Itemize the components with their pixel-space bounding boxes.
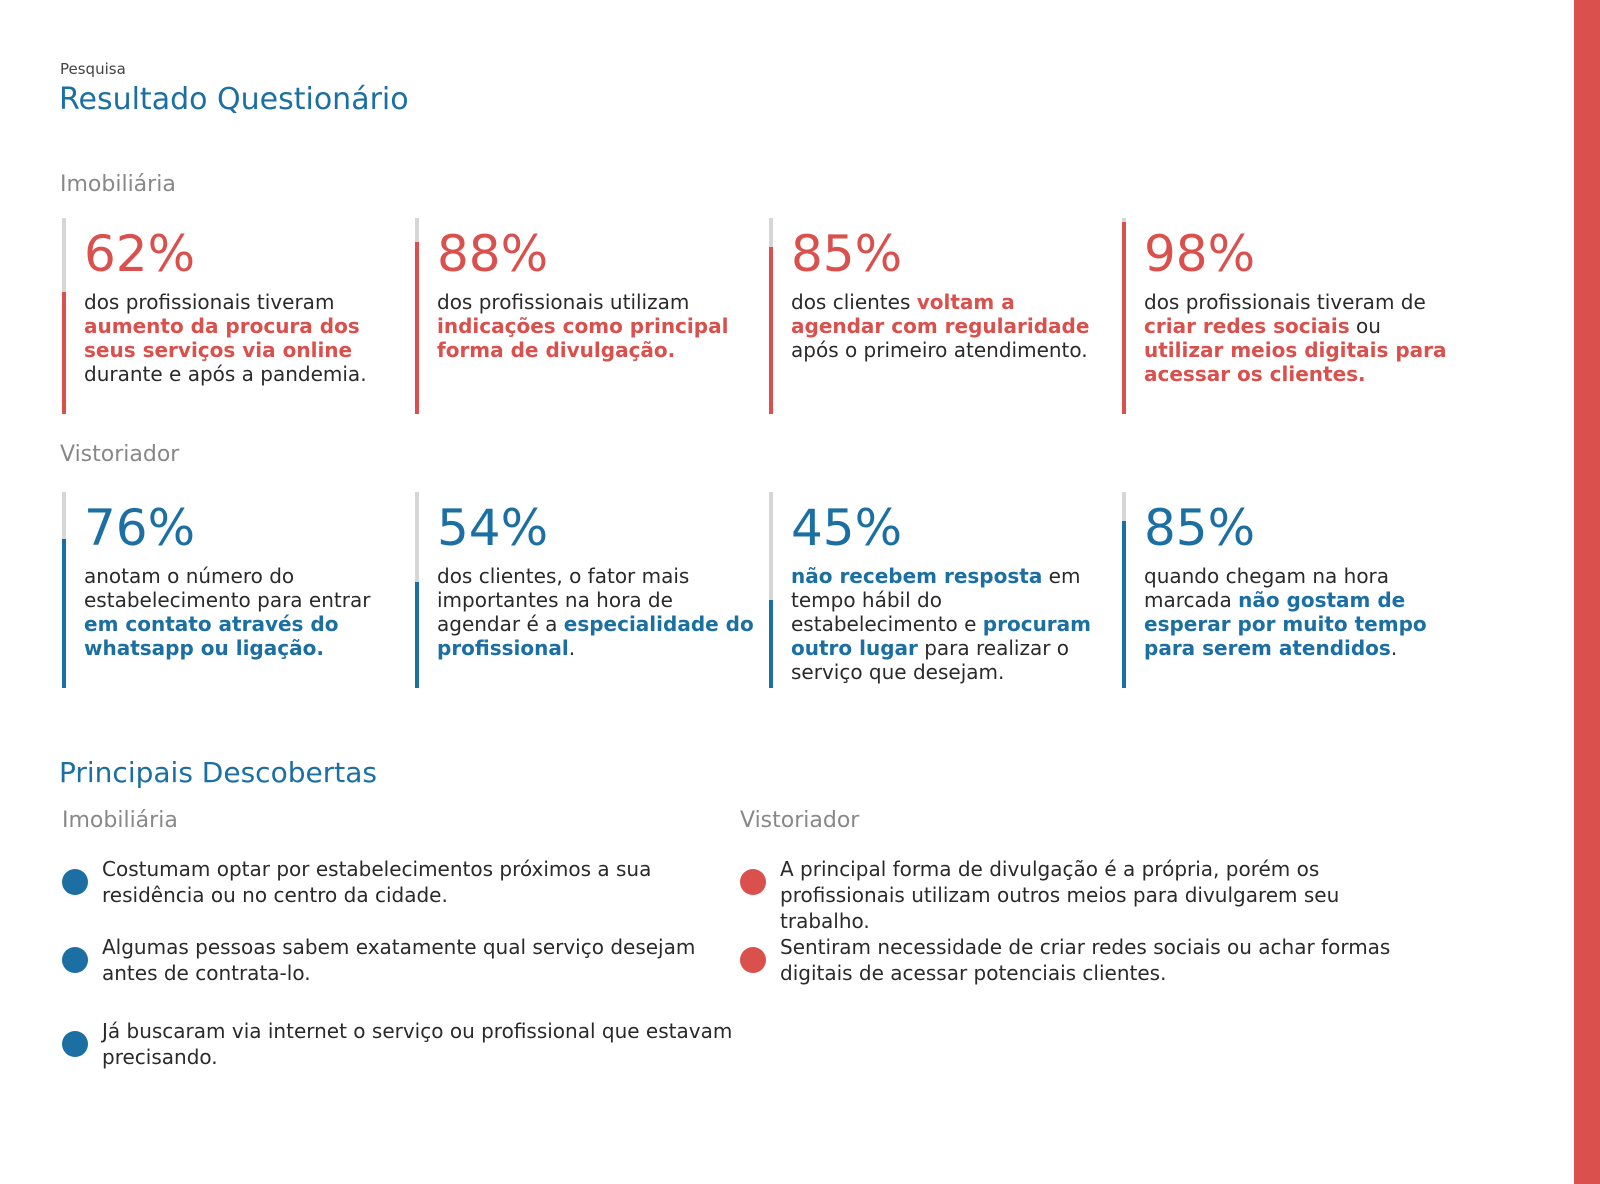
stat-value: 76% xyxy=(84,499,196,557)
highlight-text: não recebem resposta xyxy=(791,564,1043,588)
level-fill xyxy=(415,582,419,688)
discoveries-label-vistoriador: Vistoriador xyxy=(740,808,860,833)
stat-row-vistoriador: 76% anotam o número do estabelecimento p… xyxy=(62,492,1522,688)
stat-card: 98% dos profissionais tiveram de criar r… xyxy=(1122,218,1467,414)
highlight-text: em contato através do whatsapp ou ligaçã… xyxy=(84,612,339,660)
stat-value: 85% xyxy=(791,225,903,283)
discovery-text: Sentiram necessidade de criar redes soci… xyxy=(780,935,1391,985)
stat-description: dos clientes, o fator mais importantes n… xyxy=(437,564,757,660)
accent-side-strip xyxy=(1574,0,1600,1184)
page-title: Resultado Questionário xyxy=(59,82,409,117)
highlight-text: utilizar meios digitais para acessar os … xyxy=(1144,338,1447,386)
stat-description: dos profissionais tiveram aumento da pro… xyxy=(84,290,404,386)
level-fill xyxy=(415,242,419,414)
section-label-vistoriador: Vistoriador xyxy=(60,442,180,467)
page-eyebrow: Pesquisa xyxy=(60,60,126,78)
level-fill xyxy=(769,600,773,688)
stat-card: 54% dos clientes, o fator mais important… xyxy=(415,492,760,688)
stat-card: 45% não recebem resposta em tempo hábil … xyxy=(769,492,1114,688)
stat-description: não recebem resposta em tempo hábil do e… xyxy=(791,564,1111,684)
section-label-imobiliaria: Imobiliária xyxy=(60,172,176,197)
highlight-text: especialidade do profissional xyxy=(437,612,754,660)
highlight-text: não gostam de esperar por muito tempo pa… xyxy=(1144,588,1427,660)
stat-row-imobiliaria: 62% dos profissionais tiveram aumento da… xyxy=(62,218,1522,414)
level-fill xyxy=(769,247,773,414)
body-text: . xyxy=(1390,636,1398,660)
body-text: após o primeiro atendimento. xyxy=(791,338,1088,362)
stat-description: quando chegam na hora marcada não gostam… xyxy=(1144,564,1464,660)
stat-value: 54% xyxy=(437,499,549,557)
discovery-text: Algumas pessoas sabem exatamente qual se… xyxy=(102,935,696,985)
discovery-text: A principal forma de divulgação é a próp… xyxy=(780,857,1340,933)
bullet-dot-icon xyxy=(62,947,88,973)
highlight-text: aumento da procura dos seus serviços via… xyxy=(84,314,360,362)
body-text: dos profissionais tiveram xyxy=(84,290,335,314)
body-text: dos profissionais tiveram de xyxy=(1144,290,1426,314)
level-track xyxy=(769,492,773,688)
stat-value: 88% xyxy=(437,225,549,283)
body-text: dos profissionais utilizam xyxy=(437,290,690,314)
bullet-dot-icon xyxy=(62,869,88,895)
body-text: para realizar o serviço que desejam. xyxy=(791,636,1070,684)
level-fill xyxy=(1122,521,1126,688)
body-text: durante e após a pandemia. xyxy=(84,362,367,386)
highlight-text: voltam a agendar com regularidade xyxy=(791,290,1090,338)
highlight-text: indicações como principal forma de divul… xyxy=(437,314,729,362)
stat-card: 88% dos profissionais utilizam indicaçõe… xyxy=(415,218,760,414)
highlight-text: procuram outro lugar xyxy=(791,612,1092,660)
body-text: dos clientes, o fator mais importantes n… xyxy=(437,564,690,636)
bullet-dot-icon xyxy=(62,1031,88,1057)
body-text: dos clientes xyxy=(791,290,917,314)
level-fill xyxy=(1122,222,1126,414)
stat-value: 45% xyxy=(791,499,903,557)
stat-card: 76% anotam o número do estabelecimento p… xyxy=(62,492,407,688)
bullet-dot-icon xyxy=(740,947,766,973)
stat-card: 85% dos clientes voltam a agendar com re… xyxy=(769,218,1114,414)
stat-value: 62% xyxy=(84,225,196,283)
stat-description: dos profissionais tiveram de criar redes… xyxy=(1144,290,1464,386)
bullet-dot-icon xyxy=(740,869,766,895)
stat-description: dos clientes voltam a agendar com regula… xyxy=(791,290,1111,362)
discovery-text: Já buscaram via internet o serviço ou pr… xyxy=(102,1019,733,1069)
stat-description: dos profissionais utilizam indicações co… xyxy=(437,290,757,362)
stat-description: anotam o número do estabelecimento para … xyxy=(84,564,404,660)
highlight-text: criar redes sociais xyxy=(1144,314,1350,338)
body-text: quando chegam na hora marcada xyxy=(1144,564,1390,612)
level-fill xyxy=(62,539,66,688)
level-fill xyxy=(62,292,66,414)
body-text: em tempo hábil do estabelecimento e xyxy=(791,564,1081,636)
body-text: anotam o número do estabelecimento para … xyxy=(84,564,371,612)
body-text: ou xyxy=(1349,314,1381,338)
discoveries-title: Principais Descobertas xyxy=(59,756,377,789)
stat-value: 98% xyxy=(1144,225,1256,283)
discovery-text: Costumam optar por estabelecimentos próx… xyxy=(102,857,652,907)
body-text: . xyxy=(568,636,576,660)
stat-card: 85% quando chegam na hora marcada não go… xyxy=(1122,492,1467,688)
stat-value: 85% xyxy=(1144,499,1256,557)
discoveries-label-imobiliaria: Imobiliária xyxy=(62,808,178,833)
stat-card: 62% dos profissionais tiveram aumento da… xyxy=(62,218,407,414)
